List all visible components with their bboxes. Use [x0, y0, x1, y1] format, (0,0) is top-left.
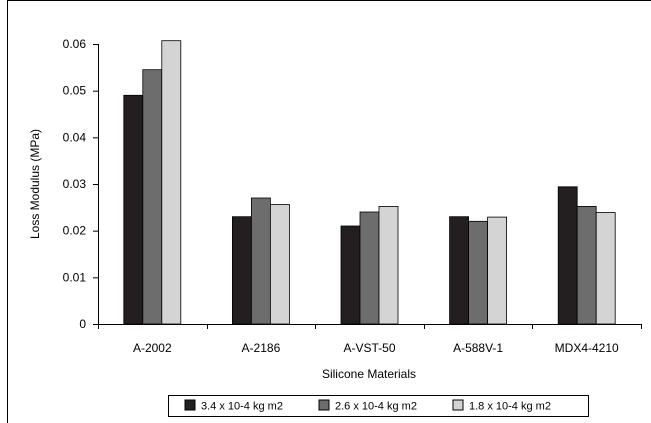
legend-label-series-1: 3.4 x 10-4 kg m2	[201, 401, 283, 413]
y-tick-label: 0.03	[63, 177, 87, 191]
legend: 3.4 x 10-4 kg m2 2.6 x 10-4 kg m2 1.8 x …	[168, 395, 589, 417]
legend-label-series-2: 2.6 x 10-4 kg m2	[335, 401, 417, 413]
legend-label-series-3: 1.8 x 10-4 kg m2	[469, 401, 551, 413]
x-tick-label: MDX4-4210	[555, 341, 619, 355]
x-tick-label: A-VST-50	[343, 341, 395, 355]
legend-swatch-series-3	[452, 399, 464, 411]
bar-series-3	[487, 216, 508, 325]
y-axis-ticks: 0 0.01 0.02 0.03 0.04 0.05 0.06	[63, 37, 98, 331]
bar-series-1	[123, 94, 144, 325]
bar-series-3	[269, 204, 290, 325]
bar-series-3	[161, 40, 182, 325]
bar-series-2	[468, 220, 489, 325]
y-axis-title: Loss Modulus (MPa)	[28, 129, 42, 239]
bar-series-group	[123, 40, 616, 325]
x-tick-label: A-588V-1	[453, 341, 503, 355]
legend-swatch-series-2	[318, 399, 330, 411]
bar-series-2	[359, 211, 380, 325]
y-tick-label: 0.01	[63, 270, 87, 284]
bar-series-2	[142, 69, 163, 325]
legend-box	[168, 395, 589, 417]
bar-series-2	[250, 197, 271, 325]
bar-series-1	[340, 225, 361, 325]
bar-series-3	[378, 205, 399, 325]
bar-series-1	[449, 216, 470, 325]
bar-series-2	[576, 205, 597, 325]
bar-series-1	[557, 186, 578, 325]
y-tick-label: 0	[79, 317, 86, 331]
x-tick-label: A-2186	[242, 341, 281, 355]
bar-series-3	[595, 212, 616, 325]
y-tick-label: 0.06	[63, 37, 87, 51]
y-tick-label: 0.04	[63, 130, 87, 144]
bar-series-1	[231, 216, 252, 325]
y-tick-label: 0.05	[63, 84, 87, 98]
y-tick-label: 0.02	[63, 224, 87, 238]
legend-swatch-series-1	[184, 399, 196, 411]
x-axis-ticks: A-2002 A-2186 A-VST-50 A-588V-1 MDX4-4210	[98, 324, 642, 355]
x-axis-title: Silicone Materials	[322, 367, 416, 381]
x-tick-label: A-2002	[133, 341, 172, 355]
